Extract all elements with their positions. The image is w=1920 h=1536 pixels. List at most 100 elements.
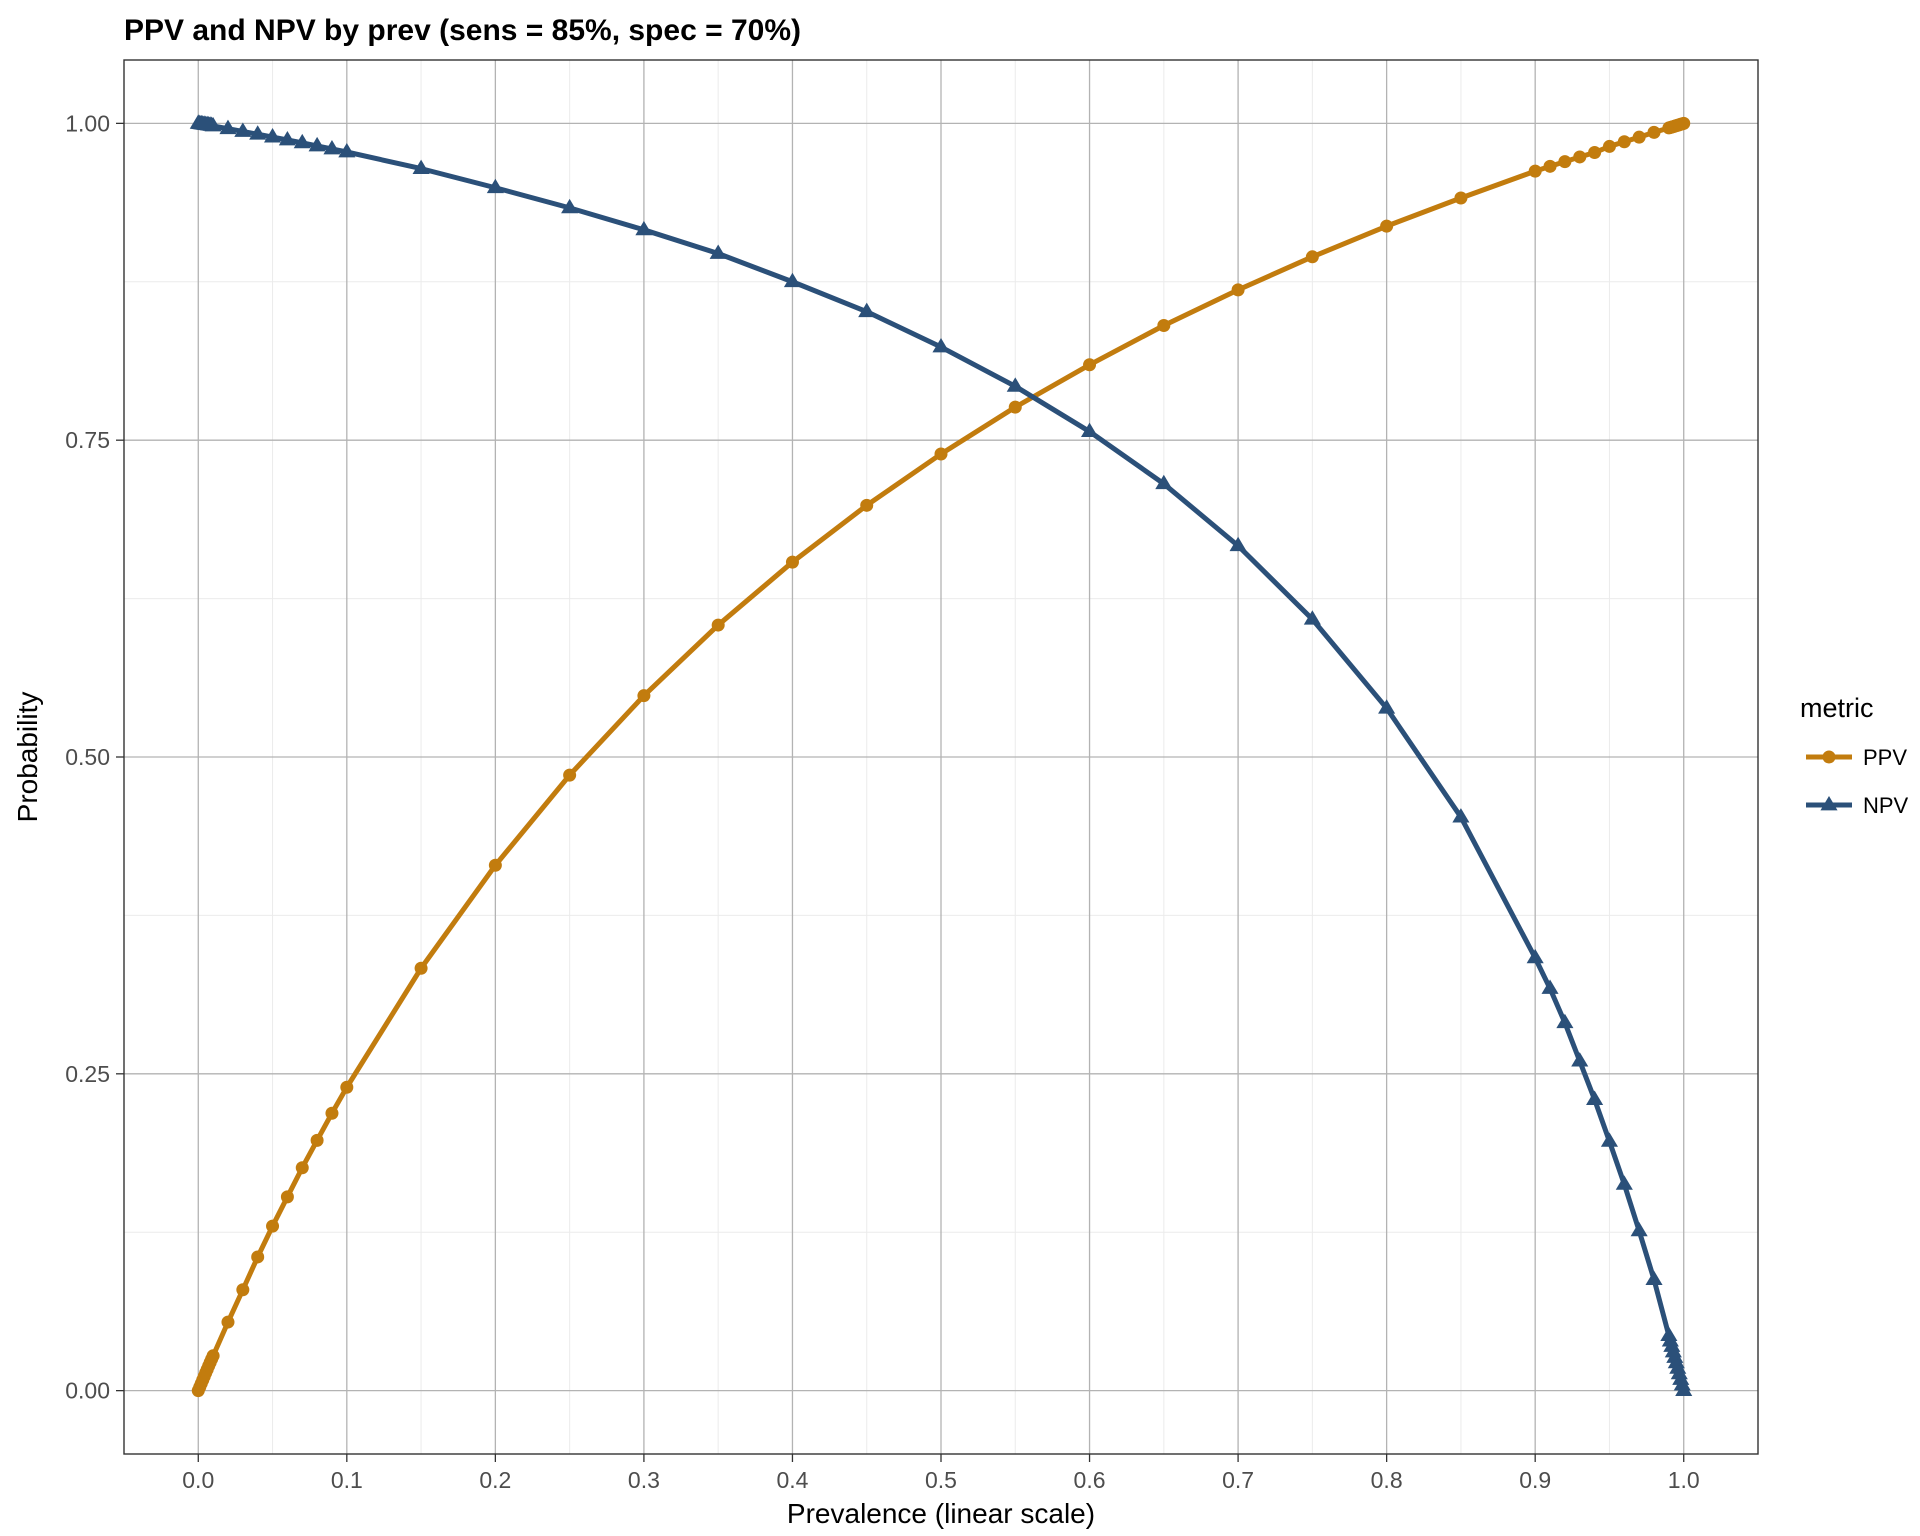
npv-point (1452, 808, 1470, 823)
x-axis-ticks: 0.0 0.1 0.2 0.3 0.4 0.5 0.6 0.7 0.8 0.9 1.0 (182, 1454, 1700, 1493)
npv-point (1303, 610, 1321, 625)
npv-point (293, 133, 311, 149)
npv-point (308, 136, 326, 152)
npv-point (338, 143, 356, 158)
ppv-point (860, 498, 874, 512)
npv-point (561, 198, 579, 214)
npv-point (219, 119, 237, 135)
y-tick-label: 0.00 (65, 1378, 110, 1404)
x-tick-label: 0.7 (1222, 1467, 1254, 1493)
x-axis-title: Prevalence (linear scale) (787, 1498, 1095, 1529)
ppv-point (934, 447, 948, 461)
npv-point (1615, 1175, 1633, 1190)
ppv-point (1157, 318, 1171, 332)
legend-item-npv: NPV (1806, 793, 1909, 818)
ppv-point (1305, 250, 1319, 264)
npv-point (1006, 377, 1024, 392)
npv-point (1586, 1090, 1604, 1105)
y-axis-ticks: 0.00 0.25 0.50 0.75 1.00 (65, 110, 124, 1404)
ppv-point (251, 1250, 265, 1264)
ppv-point (563, 768, 577, 782)
legend-key-marker (1820, 796, 1838, 811)
ppv-point (325, 1106, 339, 1120)
ppv-point (1632, 130, 1646, 144)
npv-point (412, 159, 430, 175)
npv-point (486, 178, 504, 194)
legend-key-marker (1822, 750, 1836, 764)
npv-point (1556, 1013, 1574, 1029)
x-tick-label: 0.9 (1519, 1467, 1551, 1493)
x-tick-label: 0.0 (182, 1467, 214, 1493)
npv-point (1600, 1132, 1619, 1147)
npv-point (263, 128, 282, 143)
npv-point (635, 220, 653, 236)
ppv-point (785, 555, 799, 569)
npv-point (709, 244, 727, 259)
ppv-point (1008, 400, 1022, 414)
npv-point (278, 130, 296, 146)
ppv-point (711, 618, 725, 632)
ppv-point (295, 1161, 309, 1175)
npv-point (783, 272, 802, 288)
x-tick-label: 0.6 (1074, 1467, 1106, 1493)
y-axis-title: Probability (12, 692, 43, 823)
x-tick-label: 0.8 (1371, 1467, 1403, 1493)
ppv-point (1083, 358, 1097, 372)
legend-label: PPV (1863, 745, 1907, 770)
npv-point (858, 302, 876, 318)
ppv-point (1454, 191, 1468, 205)
npv-point (1675, 1381, 1693, 1397)
npv-point (1541, 979, 1559, 994)
x-tick-label: 0.3 (628, 1467, 660, 1493)
x-tick-label: 0.4 (776, 1467, 808, 1493)
npv-point (1630, 1221, 1648, 1237)
x-tick-label: 0.2 (479, 1467, 511, 1493)
ppv-point (488, 858, 502, 872)
legend: metric PPV NPV (1800, 693, 1909, 818)
npv-point (234, 122, 252, 137)
ppv-point (414, 961, 428, 975)
ppv-point (221, 1315, 235, 1329)
npv-point (932, 338, 950, 353)
legend-title: metric (1800, 693, 1874, 723)
x-tick-label: 1.0 (1668, 1467, 1700, 1493)
npv-point (1080, 422, 1099, 437)
x-tick-label: 0.5 (925, 1467, 957, 1493)
ppv-point (1677, 116, 1691, 130)
npv-point (204, 117, 222, 132)
series-layer (189, 114, 1693, 1398)
ppv-point (236, 1283, 250, 1297)
legend-item-ppv: PPV (1806, 745, 1907, 770)
chart-title: PPV and NPV by prev (sens = 85%, spec = … (124, 14, 801, 47)
x-tick-label: 0.1 (331, 1467, 363, 1493)
ppv-point (266, 1219, 280, 1233)
series-npv (189, 114, 1693, 1397)
npv-point (1378, 699, 1396, 714)
npv-point (1645, 1270, 1663, 1286)
npv-point (1229, 536, 1247, 552)
y-tick-label: 1.00 (65, 110, 110, 136)
grid-major (124, 60, 1758, 1454)
ppv-point (1528, 164, 1542, 178)
y-tick-label: 0.75 (65, 427, 110, 453)
ppv-point (280, 1190, 294, 1204)
legend-label: NPV (1863, 793, 1909, 818)
ppv-point (1617, 135, 1631, 149)
ppv-point (1573, 150, 1587, 164)
ppv-point (1380, 219, 1394, 233)
y-tick-label: 0.50 (65, 744, 110, 770)
npv-point (249, 125, 267, 140)
npv-point (1155, 474, 1173, 490)
ppv-point (1231, 283, 1245, 297)
ppv-point (1647, 125, 1661, 139)
ppv-point (1588, 146, 1602, 160)
ppv-point (1543, 159, 1557, 173)
ppv-point (637, 689, 651, 703)
npv-point (323, 139, 341, 155)
npv-point (1571, 1052, 1589, 1067)
series-ppv (191, 116, 1691, 1398)
ppv-point (206, 1349, 220, 1363)
y-tick-label: 0.25 (65, 1061, 110, 1087)
npv-point (1526, 948, 1544, 964)
